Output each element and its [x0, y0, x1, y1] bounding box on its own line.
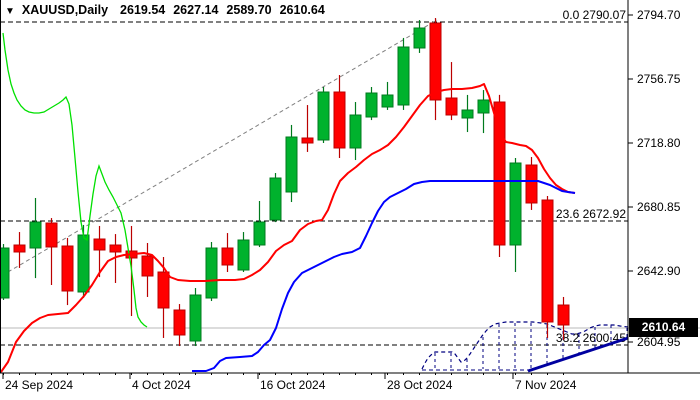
candle	[461, 109, 474, 119]
y-axis-price-label: 2604.95	[637, 335, 681, 349]
candle	[93, 238, 106, 251]
candle	[301, 137, 314, 144]
candle	[237, 239, 250, 271]
candle	[317, 91, 330, 141]
candle	[493, 101, 506, 246]
candle	[45, 222, 58, 248]
fib-level-label: 0.0 2790.07	[563, 8, 627, 22]
fib-level-label: 23.6 2672.92	[556, 207, 626, 221]
candle	[173, 309, 186, 336]
candle	[429, 22, 442, 101]
close-value: 2610.64	[279, 3, 325, 17]
candle	[77, 234, 90, 293]
x-axis-date-label: 7 Nov 2024	[515, 378, 577, 392]
candle	[141, 255, 154, 277]
candle	[349, 114, 362, 149]
chart-title: ▼ XAUUSD,Daily 2619.54 2627.14 2589.70 2610.6…	[5, 3, 333, 17]
green-lagging-line	[2, 32, 148, 328]
cloud-dashed-curve	[421, 321, 629, 370]
open-value: 2619.54	[120, 3, 166, 17]
y-axis-price-label: 2794.70	[637, 8, 681, 22]
x-axis-date-label: 24 Sep 2024	[5, 378, 74, 392]
candle	[381, 94, 394, 108]
candle	[509, 162, 522, 246]
candle	[189, 294, 202, 342]
candle	[29, 221, 42, 249]
candle	[109, 244, 122, 253]
high-value: 2627.14	[173, 3, 219, 17]
symbol-dropdown-icon[interactable]: ▼	[5, 6, 15, 17]
candle	[61, 245, 74, 292]
candle	[365, 92, 378, 118]
candle	[0, 247, 10, 299]
candle	[205, 247, 218, 299]
y-axis-price-label: 2680.85	[637, 200, 681, 214]
candle	[557, 304, 570, 326]
candle	[477, 99, 490, 114]
candle	[221, 247, 234, 266]
current-price-marker: 2610.64	[629, 318, 698, 337]
candle	[541, 199, 554, 323]
trendline[interactable]	[7, 19, 438, 273]
blue-ma-line	[192, 180, 576, 372]
y-axis-price-label: 2756.75	[637, 72, 681, 86]
candle	[269, 177, 282, 221]
candle	[285, 136, 298, 193]
candle	[397, 46, 410, 106]
x-axis-date-label: 16 Oct 2024	[260, 378, 326, 392]
x-axis-date-label: 4 Oct 2024	[132, 378, 191, 392]
low-value: 2589.70	[226, 3, 272, 17]
y-axis-price-label: 2718.80	[637, 136, 681, 150]
symbol-period-label: XAUUSD,Daily	[21, 3, 109, 17]
y-axis-price-label: 2642.90	[637, 264, 681, 278]
candle	[253, 221, 266, 246]
candle	[445, 97, 458, 116]
candle	[333, 91, 346, 149]
x-axis-date-label: 28 Oct 2024	[387, 378, 453, 392]
candle	[13, 244, 26, 253]
cloud-thick-line	[527, 336, 629, 373]
candle	[157, 271, 170, 309]
candle	[525, 164, 538, 204]
candle	[413, 27, 426, 49]
red-ma-line	[0, 83, 576, 373]
